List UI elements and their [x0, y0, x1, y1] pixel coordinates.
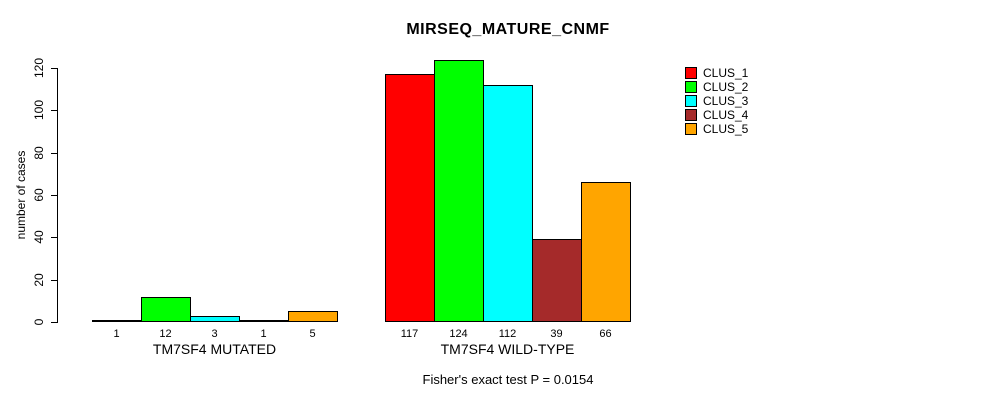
- legend-item: CLUS_1: [685, 66, 748, 80]
- y-tick: [51, 68, 58, 69]
- legend-swatch: [685, 67, 697, 79]
- y-tick: [51, 279, 58, 281]
- legend-swatch: [685, 109, 697, 121]
- legend-label: CLUS_5: [703, 122, 749, 136]
- y-tick-label: 120: [32, 57, 46, 79]
- legend-item: CLUS_3: [685, 94, 748, 108]
- y-tick-label: 100: [32, 100, 46, 121]
- legend-swatch: [685, 95, 697, 107]
- legend-swatch: [685, 123, 697, 135]
- y-tick-label: 20: [32, 272, 46, 287]
- y-tick: [51, 322, 58, 323]
- y-tick: [51, 237, 58, 239]
- bar-value-label: 66: [599, 328, 612, 340]
- y-tick: [51, 195, 58, 196]
- bar-clus_2: [434, 59, 484, 322]
- y-tick-label: 40: [32, 230, 46, 245]
- legend-label: CLUS_3: [703, 94, 749, 108]
- legend-label: CLUS_2: [703, 80, 749, 94]
- bar-clus_4: [532, 239, 582, 322]
- legend-item: CLUS_2: [685, 80, 748, 94]
- bar-value-label: 124: [449, 328, 468, 340]
- legend-label: CLUS_1: [703, 66, 749, 80]
- legend-swatch: [685, 81, 697, 93]
- legend-label: CLUS_4: [703, 108, 749, 122]
- chart-title: MIRSEQ_MATURE_CNMF: [406, 21, 610, 38]
- bar-clus_1: [385, 74, 435, 322]
- bar-clus_2: [141, 296, 191, 322]
- y-tick-label: 80: [32, 145, 46, 160]
- bar-clus_1: [92, 319, 142, 322]
- bar-clus_3: [190, 315, 240, 322]
- bar-value-label: 5: [309, 328, 316, 340]
- y-tick: [51, 152, 58, 154]
- bar-clus_5: [581, 182, 631, 322]
- y-tick: [51, 110, 58, 112]
- bar-value-label: 1: [113, 328, 120, 340]
- bar-value-label: 12: [159, 328, 172, 340]
- legend-item: CLUS_5: [685, 122, 748, 136]
- bar-value-label: 3: [211, 328, 218, 340]
- legend: CLUS_1 CLUS_2 CLUS_3 CLUS_4 CLUS_5: [685, 66, 748, 136]
- bar-clus_5: [288, 311, 338, 322]
- bar-value-label: 117: [400, 328, 419, 340]
- footer-note: Fisher's exact test P = 0.0154: [422, 372, 594, 387]
- group-label: TM7SF4 WILD-TYPE: [440, 341, 575, 357]
- bar-clus_4: [239, 319, 289, 322]
- bar-clus_3: [483, 84, 533, 322]
- bar-value-label: 1: [260, 328, 267, 340]
- bar-value-label: 39: [550, 328, 563, 340]
- y-tick-label: 0: [32, 318, 46, 326]
- y-axis-label: number of cases: [14, 150, 28, 240]
- group-label: TM7SF4 MUTATED: [152, 341, 277, 357]
- bar-value-label: 112: [498, 328, 517, 340]
- y-tick-label: 60: [32, 188, 46, 202]
- legend-item: CLUS_4: [685, 108, 748, 122]
